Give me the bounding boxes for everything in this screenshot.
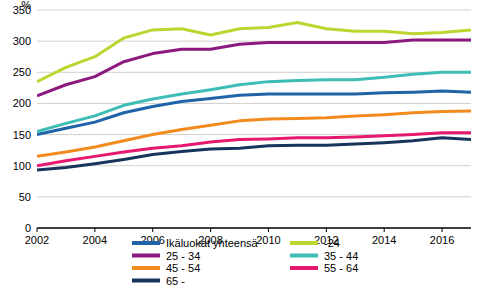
grid-line [37, 228, 471, 229]
x-tick-label: 2004 [83, 234, 107, 246]
y-tick-label: 50 [19, 191, 31, 203]
x-tick [326, 228, 327, 232]
series-line [37, 72, 471, 131]
series-line [37, 138, 471, 170]
x-tick [210, 228, 211, 232]
x-tick [94, 228, 95, 232]
x-tick-label: 2002 [25, 234, 49, 246]
legend-swatch [290, 241, 318, 245]
x-tick [442, 228, 443, 232]
x-tick [37, 228, 38, 232]
x-tick-label: 2010 [256, 234, 280, 246]
x-tick [268, 228, 269, 232]
legend-label: 55 - 64 [324, 262, 358, 274]
legend-label: 65 - [166, 275, 185, 287]
grid-line [37, 103, 471, 104]
legend-label: 45 - 54 [166, 262, 200, 274]
legend: Ikäluokat yhteensä -24 25 - 34 35 - 44 45 - … [132, 237, 358, 287]
chart-svg: 050100150200250300350%200220042006200820… [0, 0, 492, 302]
plot-lines [37, 22, 471, 170]
legend-swatch [132, 254, 160, 258]
legend-swatch [290, 254, 318, 258]
legend-label: -24 [324, 237, 340, 249]
legend-swatch [132, 241, 160, 245]
y-tick-label: 0 [25, 222, 31, 234]
y-tick-label: 250 [13, 66, 31, 78]
x-tick-label: 2016 [430, 234, 454, 246]
x-tick-label: 2014 [372, 234, 396, 246]
grid-line [37, 196, 471, 197]
series-line [37, 133, 471, 166]
y-axis-label: % [21, 0, 31, 11]
legend-swatch [290, 266, 318, 270]
y-tick-label: 100 [13, 160, 31, 172]
grid-line [37, 165, 471, 166]
legend-swatch [132, 266, 160, 270]
y-tick-label: 300 [13, 35, 31, 47]
x-tick [384, 228, 385, 232]
y-tick-label: 200 [13, 97, 31, 109]
legend-label: 25 - 34 [166, 250, 200, 262]
chart-container: 050100150200250300350%200220042006200820… [0, 0, 492, 302]
grid-line [37, 10, 471, 11]
x-axis [37, 228, 471, 229]
series-line [37, 40, 471, 96]
y-tick-label: 150 [13, 129, 31, 141]
legend-swatch [132, 279, 160, 283]
x-tick [152, 228, 153, 232]
legend-label: 35 - 44 [324, 250, 358, 262]
legend-label: Ikäluokat yhteensä [166, 237, 259, 249]
